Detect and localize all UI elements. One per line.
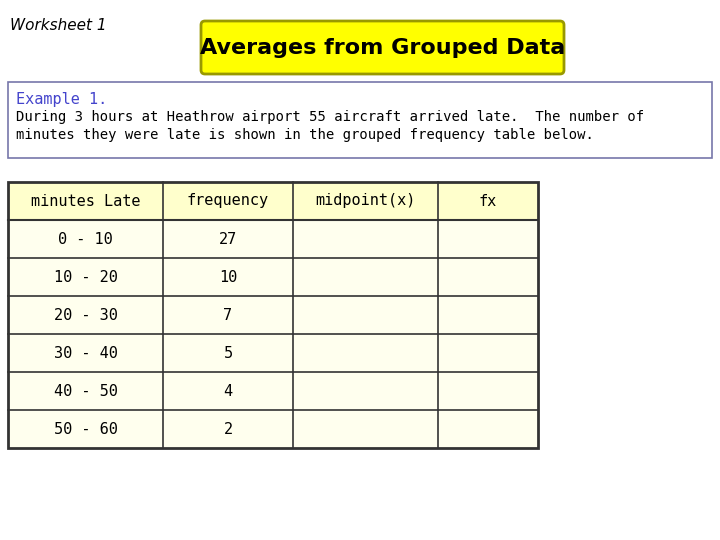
Bar	[8, 372, 538, 410]
Bar	[8, 296, 538, 334]
Bar	[8, 182, 538, 448]
Bar	[8, 82, 712, 158]
Text: 7: 7	[223, 307, 233, 322]
Bar	[8, 182, 538, 220]
Bar	[8, 410, 538, 448]
Text: frequency: frequency	[187, 193, 269, 208]
Text: Example 1.: Example 1.	[16, 92, 107, 107]
Text: 0 - 10: 0 - 10	[58, 232, 113, 246]
Text: 20 - 30: 20 - 30	[53, 307, 117, 322]
Bar	[8, 334, 538, 372]
Text: 10 - 20: 10 - 20	[53, 269, 117, 285]
Text: Averages from Grouped Data: Averages from Grouped Data	[200, 37, 565, 57]
Text: 40 - 50: 40 - 50	[53, 383, 117, 399]
Text: Worksheet 1: Worksheet 1	[10, 18, 107, 33]
Text: 30 - 40: 30 - 40	[53, 346, 117, 361]
Text: midpoint(x): midpoint(x)	[315, 193, 415, 208]
Text: 27: 27	[219, 232, 237, 246]
Text: 10: 10	[219, 269, 237, 285]
Bar	[8, 258, 538, 296]
Text: fx: fx	[479, 193, 497, 208]
Text: 5: 5	[223, 346, 233, 361]
Text: minutes they were late is shown in the grouped frequency table below.: minutes they were late is shown in the g…	[16, 128, 594, 142]
Text: During 3 hours at Heathrow airport 55 aircraft arrived late.  The number of: During 3 hours at Heathrow airport 55 ai…	[16, 110, 644, 124]
Text: minutes Late: minutes Late	[31, 193, 140, 208]
Text: 50 - 60: 50 - 60	[53, 422, 117, 436]
Text: 2: 2	[223, 422, 233, 436]
FancyBboxPatch shape	[201, 21, 564, 74]
Bar	[8, 220, 538, 258]
Text: 4: 4	[223, 383, 233, 399]
